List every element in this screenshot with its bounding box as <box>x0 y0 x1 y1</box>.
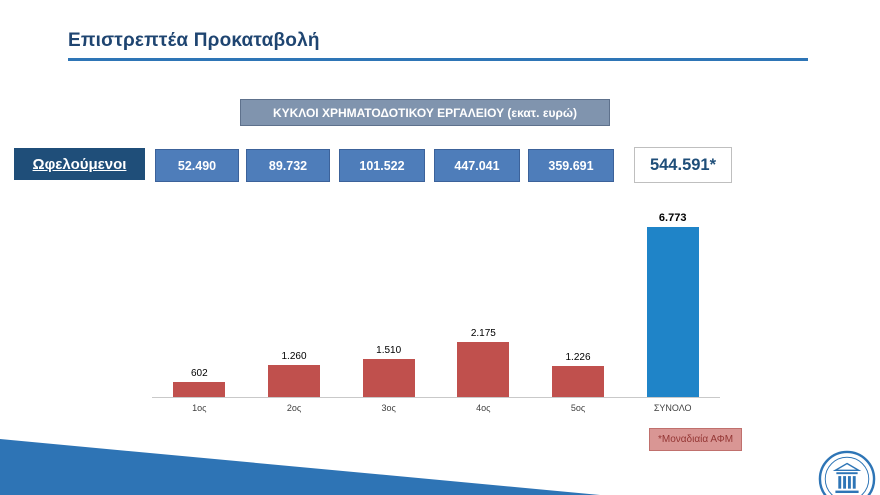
x-axis-label: 4ος <box>476 403 491 413</box>
x-axis-label: 1ος <box>192 403 207 413</box>
beneficiaries-value-box-4: 447.041 <box>434 149 520 182</box>
x-axis-label: 3ος <box>381 403 396 413</box>
chart-plot: 602 1.260 1.510 2.175 1.226 6.773 <box>152 203 720 398</box>
beneficiaries-value-box-3: 101.522 <box>339 149 425 182</box>
bar <box>362 359 415 397</box>
beneficiaries-value-box-2: 89.732 <box>246 149 330 182</box>
bar <box>268 365 320 397</box>
chart-column: 602 <box>152 368 247 397</box>
bar-value-label: 6.773 <box>658 212 687 224</box>
footer-decorative-band <box>0 439 600 495</box>
bar-value-label: 602 <box>190 367 208 379</box>
footnote-box: *Μοναδιαία ΑΦΜ <box>649 428 742 451</box>
bar <box>552 366 605 397</box>
bar-chart: 602 1.260 1.510 2.175 1.226 6.773 1ος 2ος 3ος 4ο… <box>152 203 720 413</box>
chart-column: 6.773 <box>625 212 720 397</box>
x-axis-label: ΣΥΝΟΛΟ <box>653 403 692 413</box>
bar-value-label: 1.260 <box>281 351 307 363</box>
bar-value-label: 1.510 <box>376 345 402 357</box>
ministry-seal-logo <box>818 450 876 495</box>
chart-title-box: ΚΥΚΛΟΙ ΧΡΗΜΑΤΟΔΟΤΙΚΟΥ ΕΡΓΑΛΕΙΟΥ (εκατ. ε… <box>240 99 610 126</box>
chart-column: 1.260 <box>247 351 342 397</box>
beneficiaries-label-box: Ωφελούμενοι <box>14 148 145 180</box>
title-underline-rule <box>68 58 808 61</box>
chart-categories: 1ος 2ος 3ος 4ος 5ος ΣΥΝΟΛΟ <box>152 398 720 413</box>
bar <box>457 342 510 397</box>
bar-value-label: 1.226 <box>565 352 591 364</box>
page-title: Επιστρεπτέα Προκαταβολή <box>68 30 320 51</box>
x-axis-label: 5ος <box>570 403 586 413</box>
chart-column: 1.510 <box>341 345 436 397</box>
x-axis-label: 2ος <box>286 403 302 413</box>
chart-column: 2.175 <box>436 328 531 397</box>
bar <box>646 227 699 397</box>
beneficiaries-total-value: 544.591* <box>634 147 732 183</box>
bar <box>173 381 226 397</box>
bar-value-label: 2.175 <box>470 328 496 340</box>
beneficiaries-value-box-5: 359.691 <box>528 149 614 182</box>
chart-column: 1.226 <box>531 352 626 397</box>
beneficiaries-value-box-1: 52.490 <box>155 149 239 182</box>
